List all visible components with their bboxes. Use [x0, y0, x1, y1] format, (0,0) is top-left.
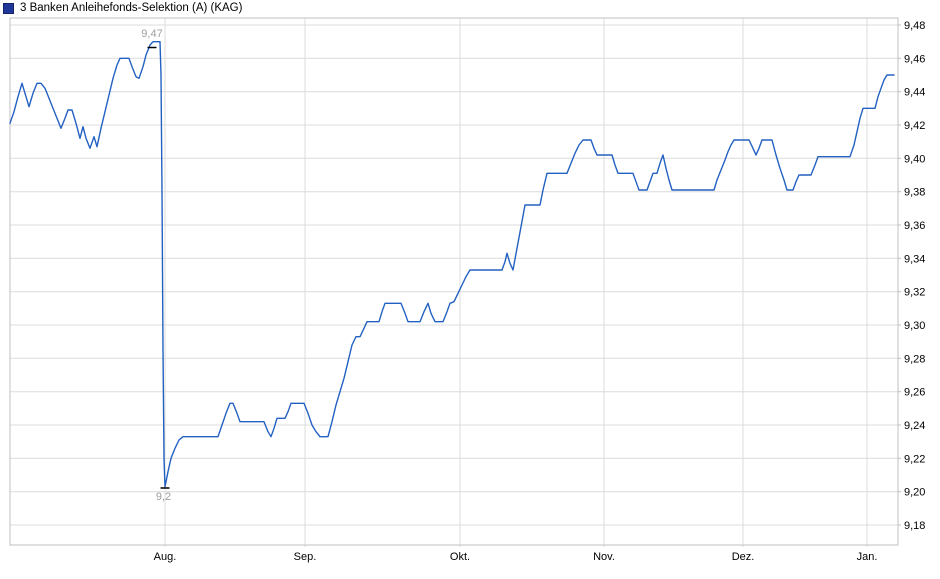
x-axis-label: Nov.: [593, 551, 615, 563]
x-axis-label: Dez.: [732, 551, 755, 563]
y-axis-label: 9,42: [904, 120, 925, 132]
y-axis-label: 9,38: [904, 187, 925, 199]
min-value-label: 9,2: [156, 491, 171, 503]
y-axis-label: 9,28: [904, 353, 925, 365]
y-axis-label: 9,22: [904, 453, 925, 465]
chart-legend: 3 Banken Anleihefonds-Selektion (A) (KAG…: [3, 2, 242, 15]
y-axis-label: 9,32: [904, 287, 925, 299]
y-axis-label: 9,18: [904, 520, 925, 532]
y-axis-label: 9,34: [904, 253, 925, 265]
y-axis-label: 9,24: [904, 420, 925, 432]
y-axis-label: 9,40: [904, 153, 925, 165]
series-color-swatch-icon: [3, 3, 14, 14]
x-axis-label: Jan.: [857, 551, 878, 563]
x-axis-label: Sep.: [294, 551, 317, 563]
y-axis-label: 9,26: [904, 387, 925, 399]
x-axis-label: Aug.: [154, 551, 177, 563]
y-axis-label: 9,46: [904, 53, 925, 65]
series-title: 3 Banken Anleihefonds-Selektion (A) (KAG…: [20, 2, 243, 14]
y-axis-label: 9,30: [904, 320, 925, 332]
max-value-label: 9,47: [141, 28, 162, 40]
y-axis-label: 9,44: [904, 87, 925, 99]
plot-frame: [9, 17, 899, 546]
y-axis-label: 9,48: [904, 20, 925, 32]
x-axis-label: Okt.: [450, 551, 470, 563]
y-axis-label: 9,20: [904, 487, 925, 499]
price-line: [9, 41, 895, 488]
y-axis-label: 9,36: [904, 220, 925, 232]
